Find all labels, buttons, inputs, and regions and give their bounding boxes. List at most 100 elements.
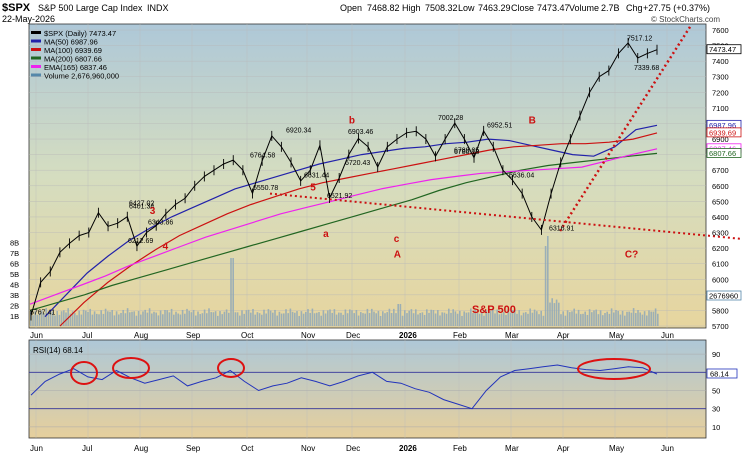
volume-bar xyxy=(274,309,276,326)
x-tick-label: 2026 xyxy=(399,444,417,453)
volume-bar xyxy=(318,312,320,326)
volume-tick-label: 3B xyxy=(10,291,19,300)
x-tick-label: Dec xyxy=(346,444,360,453)
volume-bar xyxy=(353,313,355,326)
sp500-watermark: S&P 500 xyxy=(472,304,516,316)
volume-bar xyxy=(619,314,622,326)
volume-bar xyxy=(558,302,560,326)
x-tick-label: Jun xyxy=(30,331,43,340)
close-value: 7473.47 xyxy=(537,3,570,13)
volume-bar xyxy=(507,309,509,326)
volume-bar xyxy=(621,310,624,326)
volume-bar xyxy=(322,310,325,326)
volume-bar xyxy=(43,313,45,326)
volume-bar xyxy=(577,309,580,326)
volume-bar xyxy=(478,313,481,326)
volume-bar xyxy=(85,310,87,326)
volume-bar xyxy=(34,311,36,326)
rsi-tick-label: 10 xyxy=(712,423,720,432)
y-tick-label: 7300 xyxy=(712,73,729,82)
volume-bar xyxy=(362,313,364,326)
volume-bar xyxy=(527,313,529,326)
volume-bar xyxy=(280,313,283,326)
open-value: 7468.82 xyxy=(367,3,400,13)
volume-bar xyxy=(236,312,239,326)
volume-bar xyxy=(364,313,366,326)
x-tick-label: Apr xyxy=(557,331,570,340)
volume-bar xyxy=(93,311,96,326)
volume-bar xyxy=(131,311,133,326)
volume-bar xyxy=(529,308,531,326)
volume-bar xyxy=(294,312,296,326)
volume-bar xyxy=(307,309,309,326)
volume-bar xyxy=(118,314,120,326)
volume-bar xyxy=(540,310,542,326)
volume-bar xyxy=(432,310,435,326)
volume-bar xyxy=(155,312,157,326)
x-tick-label: Mar xyxy=(505,444,519,453)
volume-bar xyxy=(641,314,644,326)
volume-bar xyxy=(657,313,659,326)
volume-bar xyxy=(181,309,184,326)
overbought-circle xyxy=(217,358,245,378)
volume-bar xyxy=(384,313,386,326)
volume-bar xyxy=(133,311,135,326)
wave-label: 3 xyxy=(150,206,156,217)
volume-bar xyxy=(195,315,197,326)
volume-bar xyxy=(602,315,604,326)
volume-bar xyxy=(140,314,142,326)
volume-bar xyxy=(166,310,168,326)
volume-bar xyxy=(472,313,474,326)
chg-label: Chg xyxy=(626,3,643,13)
volume-bar xyxy=(168,312,171,326)
volume-bar xyxy=(252,308,254,326)
volume-bar xyxy=(175,311,177,326)
volume-bar xyxy=(283,313,285,326)
volume-bar xyxy=(203,309,206,326)
volume-bar xyxy=(610,308,613,326)
volume-bar xyxy=(399,304,402,326)
volume-bar xyxy=(410,309,413,326)
volume-bar xyxy=(569,312,571,326)
volume-bar xyxy=(595,309,597,326)
volume-bar xyxy=(476,312,479,326)
volume-bar xyxy=(481,311,483,326)
volume-bar xyxy=(324,313,327,326)
high-label: High xyxy=(402,3,421,13)
volume-bar xyxy=(300,311,303,326)
volume-bar xyxy=(584,311,586,326)
volume-bar xyxy=(177,313,179,326)
x-tick-label: Sep xyxy=(186,444,201,453)
volume-bar xyxy=(357,315,360,326)
volume-bar xyxy=(485,310,487,326)
volume-bar xyxy=(329,309,331,326)
wave-label: c xyxy=(394,234,400,245)
price-label: 6780.13 xyxy=(454,149,479,156)
volume-bar xyxy=(214,311,217,326)
legend-swatch xyxy=(31,65,41,68)
volume-bar xyxy=(439,315,441,326)
volume-bar xyxy=(448,308,450,326)
overbought-circle xyxy=(112,357,150,379)
x-tick-label: May xyxy=(609,331,624,340)
value-box xyxy=(706,127,742,138)
overbought-circle xyxy=(70,361,98,385)
price-label: 6952.51 xyxy=(487,123,512,130)
volume-bar xyxy=(575,313,578,326)
y-tick-label: 5800 xyxy=(712,306,729,315)
price-label: 6720.43 xyxy=(345,160,370,167)
downtrend-line xyxy=(269,192,741,240)
volume-bar xyxy=(650,311,652,326)
volume-bar xyxy=(386,312,388,326)
rsi-series: 103050709068.14 xyxy=(29,350,738,432)
uptrend-line xyxy=(558,26,692,232)
volume-bar xyxy=(426,309,428,326)
price-label: 7002.28 xyxy=(438,115,463,122)
value-box-label: 7473.47 xyxy=(709,45,736,54)
volume-bar xyxy=(404,310,406,326)
volume-bar xyxy=(192,309,195,326)
volume-bar xyxy=(593,310,595,326)
volume-bar xyxy=(344,309,347,326)
volume-bar xyxy=(258,313,261,326)
